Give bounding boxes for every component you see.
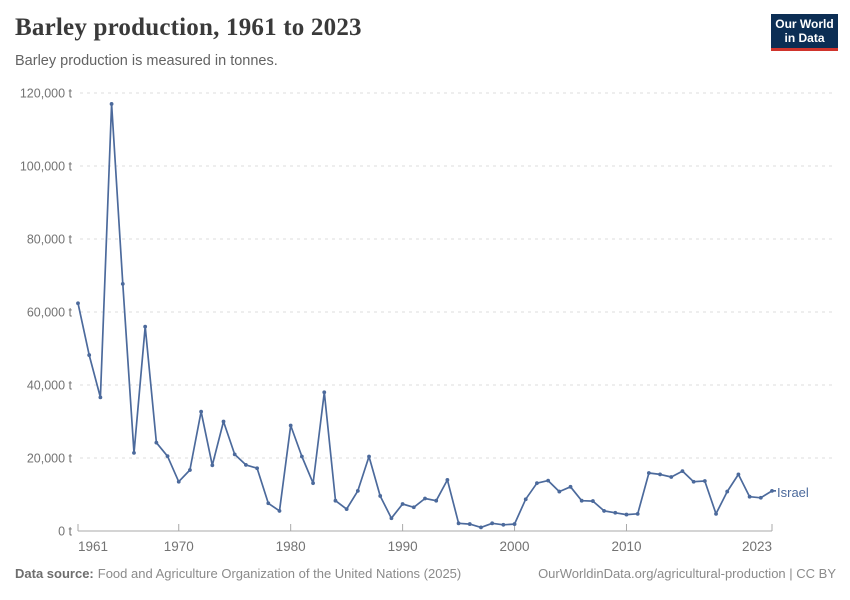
data-point <box>579 498 584 503</box>
x-axis-tick-label: 1990 <box>388 539 418 554</box>
chart-footer: Data source: Food and Agriculture Organiz… <box>15 566 836 581</box>
data-point <box>367 454 371 459</box>
attribution-link[interactable]: OurWorldinData.org/agricultural-producti… <box>538 566 836 581</box>
x-axis-tick-label: 1980 <box>276 539 306 554</box>
data-point <box>210 463 215 468</box>
data-point <box>322 390 327 395</box>
chart-subtitle: Barley production is measured in tonnes. <box>15 53 278 69</box>
x-axis-tick-label: 2023 <box>742 539 772 554</box>
data-point <box>154 440 159 445</box>
x-axis-tick-label: 2010 <box>611 539 641 554</box>
data-point <box>132 450 136 455</box>
data-point <box>400 502 405 506</box>
data-point <box>389 516 394 521</box>
data-source-text: Food and Agriculture Organization of the… <box>97 566 462 581</box>
data-point <box>557 489 562 494</box>
data-point <box>333 498 338 503</box>
data-point <box>758 495 763 500</box>
data-point <box>411 505 416 510</box>
y-axis-tick-label: 60,000 t <box>27 306 73 320</box>
data-point <box>120 281 125 286</box>
y-axis-tick-label: 0 t <box>58 525 72 539</box>
data-source-note: Data source: Food and Agriculture Organiz… <box>15 566 461 581</box>
data-point <box>434 498 439 503</box>
data-point <box>445 478 450 482</box>
data-point <box>591 499 595 503</box>
data-point <box>355 488 360 493</box>
data-point <box>76 301 80 306</box>
data-point <box>680 469 685 474</box>
data-point <box>646 471 651 475</box>
data-point <box>702 479 707 483</box>
data-point <box>255 466 259 471</box>
data-point <box>725 489 730 494</box>
data-point <box>658 472 662 477</box>
series-entity-label[interactable]: Israel <box>777 485 809 500</box>
data-point <box>378 494 383 498</box>
data-point <box>87 353 92 357</box>
data-point <box>479 525 483 530</box>
page-title: Barley production, 1961 to 2023 <box>15 14 362 41</box>
data-source-label: Data source: <box>15 566 94 581</box>
data-point <box>277 509 282 513</box>
x-axis-tick-label: 1970 <box>164 539 194 554</box>
x-axis-tick-label: 1961 <box>78 539 108 554</box>
data-point <box>165 454 170 459</box>
data-point <box>535 481 539 486</box>
data-point <box>456 521 461 526</box>
data-point <box>98 395 103 400</box>
data-point <box>501 522 506 527</box>
data-point <box>467 522 472 526</box>
data-point <box>602 509 606 513</box>
data-point <box>423 496 427 501</box>
data-point <box>176 479 181 484</box>
owid-logo[interactable]: Our World in Data <box>771 14 838 51</box>
data-point <box>288 423 293 428</box>
data-point <box>344 507 349 511</box>
data-point <box>232 452 237 457</box>
data-point <box>624 512 629 517</box>
data-point <box>199 409 204 414</box>
logo-line2: in Data <box>784 31 825 45</box>
data-point <box>512 522 517 526</box>
data-point <box>266 501 271 506</box>
data-point <box>490 521 495 526</box>
y-axis-tick-label: 100,000 t <box>20 160 73 174</box>
data-point <box>613 510 618 515</box>
data-point <box>244 463 248 467</box>
data-point <box>736 472 741 477</box>
data-point <box>299 454 304 459</box>
x-axis-tick-label: 2000 <box>500 539 530 554</box>
data-point <box>109 102 114 106</box>
plot-area: 0 t 20,000 t 40,000 t 60,000 t 80,000 t 100,0… <box>20 87 836 554</box>
data-line[interactable] <box>77 103 773 529</box>
y-axis-tick-label: 80,000 t <box>27 233 73 247</box>
logo-line1: Our World <box>775 17 834 31</box>
data-point <box>669 475 674 479</box>
y-axis-tick-label: 120,000 t <box>20 87 73 101</box>
data-point <box>568 484 573 489</box>
data-point <box>714 511 718 516</box>
data-point <box>221 419 226 424</box>
data-point <box>188 468 192 472</box>
data-point <box>523 497 528 502</box>
y-axis-tick-label: 20,000 t <box>27 452 73 466</box>
data-point <box>546 478 551 483</box>
data-point <box>747 494 752 499</box>
data-point <box>691 479 696 484</box>
data-point <box>635 511 640 516</box>
data-point <box>143 324 148 329</box>
data-point <box>311 481 315 486</box>
y-axis-tick-label: 40,000 t <box>27 379 73 393</box>
